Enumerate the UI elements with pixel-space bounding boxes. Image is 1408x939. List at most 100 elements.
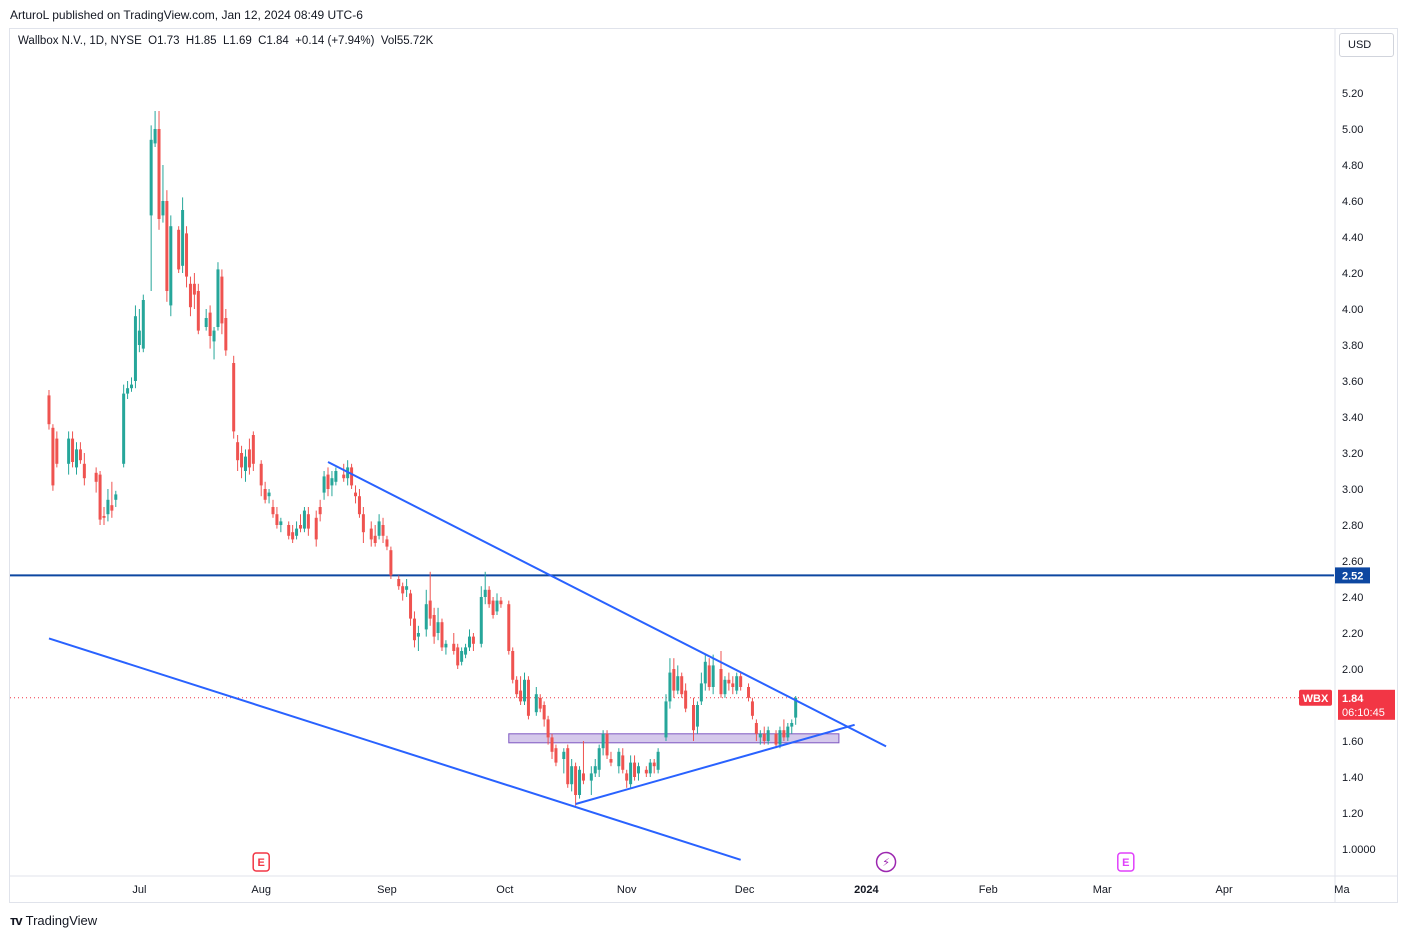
candle-up (778, 730, 782, 745)
plot-area (10, 111, 1334, 861)
candle-up (279, 521, 283, 525)
candle-up (181, 210, 185, 266)
candle-down (236, 442, 240, 461)
y-tick-label: 3.80 (1342, 340, 1363, 352)
candle-down (750, 701, 754, 716)
candle-down (165, 201, 169, 291)
candle-up (436, 622, 440, 633)
candle-up (656, 751, 660, 770)
tradingview-brand-label: TradingView (25, 913, 98, 928)
candle-up (169, 226, 173, 306)
candle-down (432, 615, 436, 637)
candle-up (126, 388, 130, 394)
earnings-marker-mar-label: E (1122, 857, 1129, 869)
candle-up (617, 751, 621, 767)
candle-up (766, 730, 770, 741)
candle-down (240, 453, 244, 468)
candle-up (137, 330, 141, 345)
candle-down (754, 723, 758, 734)
candle-down (110, 505, 114, 511)
candle-down (519, 690, 523, 702)
candle-up (668, 672, 672, 702)
candle-down (71, 438, 75, 462)
x-tick-label: 2024 (854, 884, 879, 896)
candle-up (295, 528, 299, 536)
candle-down (208, 312, 212, 336)
candle-up (204, 318, 208, 327)
candle-down (633, 762, 637, 777)
y-tick-label: 1.0000 (1342, 844, 1376, 856)
candle-up (664, 701, 668, 738)
candle-up (122, 393, 126, 464)
candle-down (350, 467, 354, 486)
candle-down (47, 395, 51, 425)
x-tick-label: Dec (735, 884, 755, 896)
candle-up (216, 269, 220, 327)
candle-up (161, 201, 165, 216)
candle-down (354, 492, 358, 497)
candle-up (570, 766, 574, 785)
candle-down (318, 507, 322, 515)
dividend-marker-jan[interactable] (875, 851, 897, 873)
candle-down (397, 579, 401, 587)
candle-up (794, 697, 798, 718)
y-tick-label: 3.20 (1342, 448, 1363, 460)
level-price-label: 2.52 (1342, 570, 1363, 582)
candle-up (479, 597, 483, 644)
candle-up (405, 586, 409, 590)
y-tick-label: 4.40 (1342, 232, 1363, 244)
currency-selector[interactable]: USD (1339, 33, 1394, 57)
candle-down (499, 600, 503, 605)
candle-down (727, 679, 731, 684)
candle-down (357, 496, 361, 515)
candle-down (507, 604, 511, 651)
candle-down (774, 733, 778, 745)
candle-down (306, 514, 310, 529)
candle-down (456, 647, 460, 666)
candle-up (267, 492, 271, 497)
candle-down (412, 618, 416, 641)
candle-down (762, 733, 766, 741)
x-tick-label: Jul (132, 884, 146, 896)
candle-up (133, 316, 137, 381)
candle-up (578, 769, 582, 795)
candle-down (275, 514, 279, 525)
candle-down (157, 129, 161, 219)
candle-up (723, 679, 727, 695)
candle-up (695, 705, 699, 727)
candle-down (409, 593, 413, 619)
y-tick-label: 4.00 (1342, 304, 1363, 316)
y-tick-label: 3.00 (1342, 484, 1363, 496)
current-price-label: 1.84 (1342, 693, 1364, 705)
candle-up (636, 766, 640, 774)
candle-down (515, 679, 519, 695)
candle-down (177, 229, 181, 270)
candle-up (523, 679, 527, 702)
candle-down (652, 762, 656, 767)
candle-up (786, 726, 790, 738)
publish-line: ArturoL published on TradingView.com, Ja… (10, 8, 363, 22)
candle-down (526, 679, 530, 716)
x-tick-label: Mar (1093, 884, 1112, 896)
candle-up (67, 438, 71, 464)
candle-down (574, 766, 578, 795)
symbol-legend: Wallbox N.V., 1D, NYSE O1.73 H1.85 L1.69… (18, 35, 434, 47)
candle-down (731, 683, 735, 687)
candle-down (342, 474, 346, 479)
earnings-marker-aug[interactable] (252, 852, 270, 872)
candle-down (550, 737, 554, 752)
candle-down (287, 525, 291, 536)
candle-down (491, 600, 495, 615)
candle-down (271, 507, 275, 515)
current-price-tag (1338, 689, 1395, 720)
candle-down (185, 233, 189, 277)
candle-down (291, 532, 295, 540)
bar-countdown-label: 06:10:45 (1342, 707, 1385, 719)
earnings-marker-mar[interactable] (1117, 852, 1135, 872)
y-tick-label: 2.00 (1342, 664, 1363, 676)
candle-down (82, 463, 86, 479)
x-tick-label: Nov (617, 884, 637, 896)
upper-resistance-trendline (327, 461, 887, 748)
candle-down (684, 690, 688, 709)
